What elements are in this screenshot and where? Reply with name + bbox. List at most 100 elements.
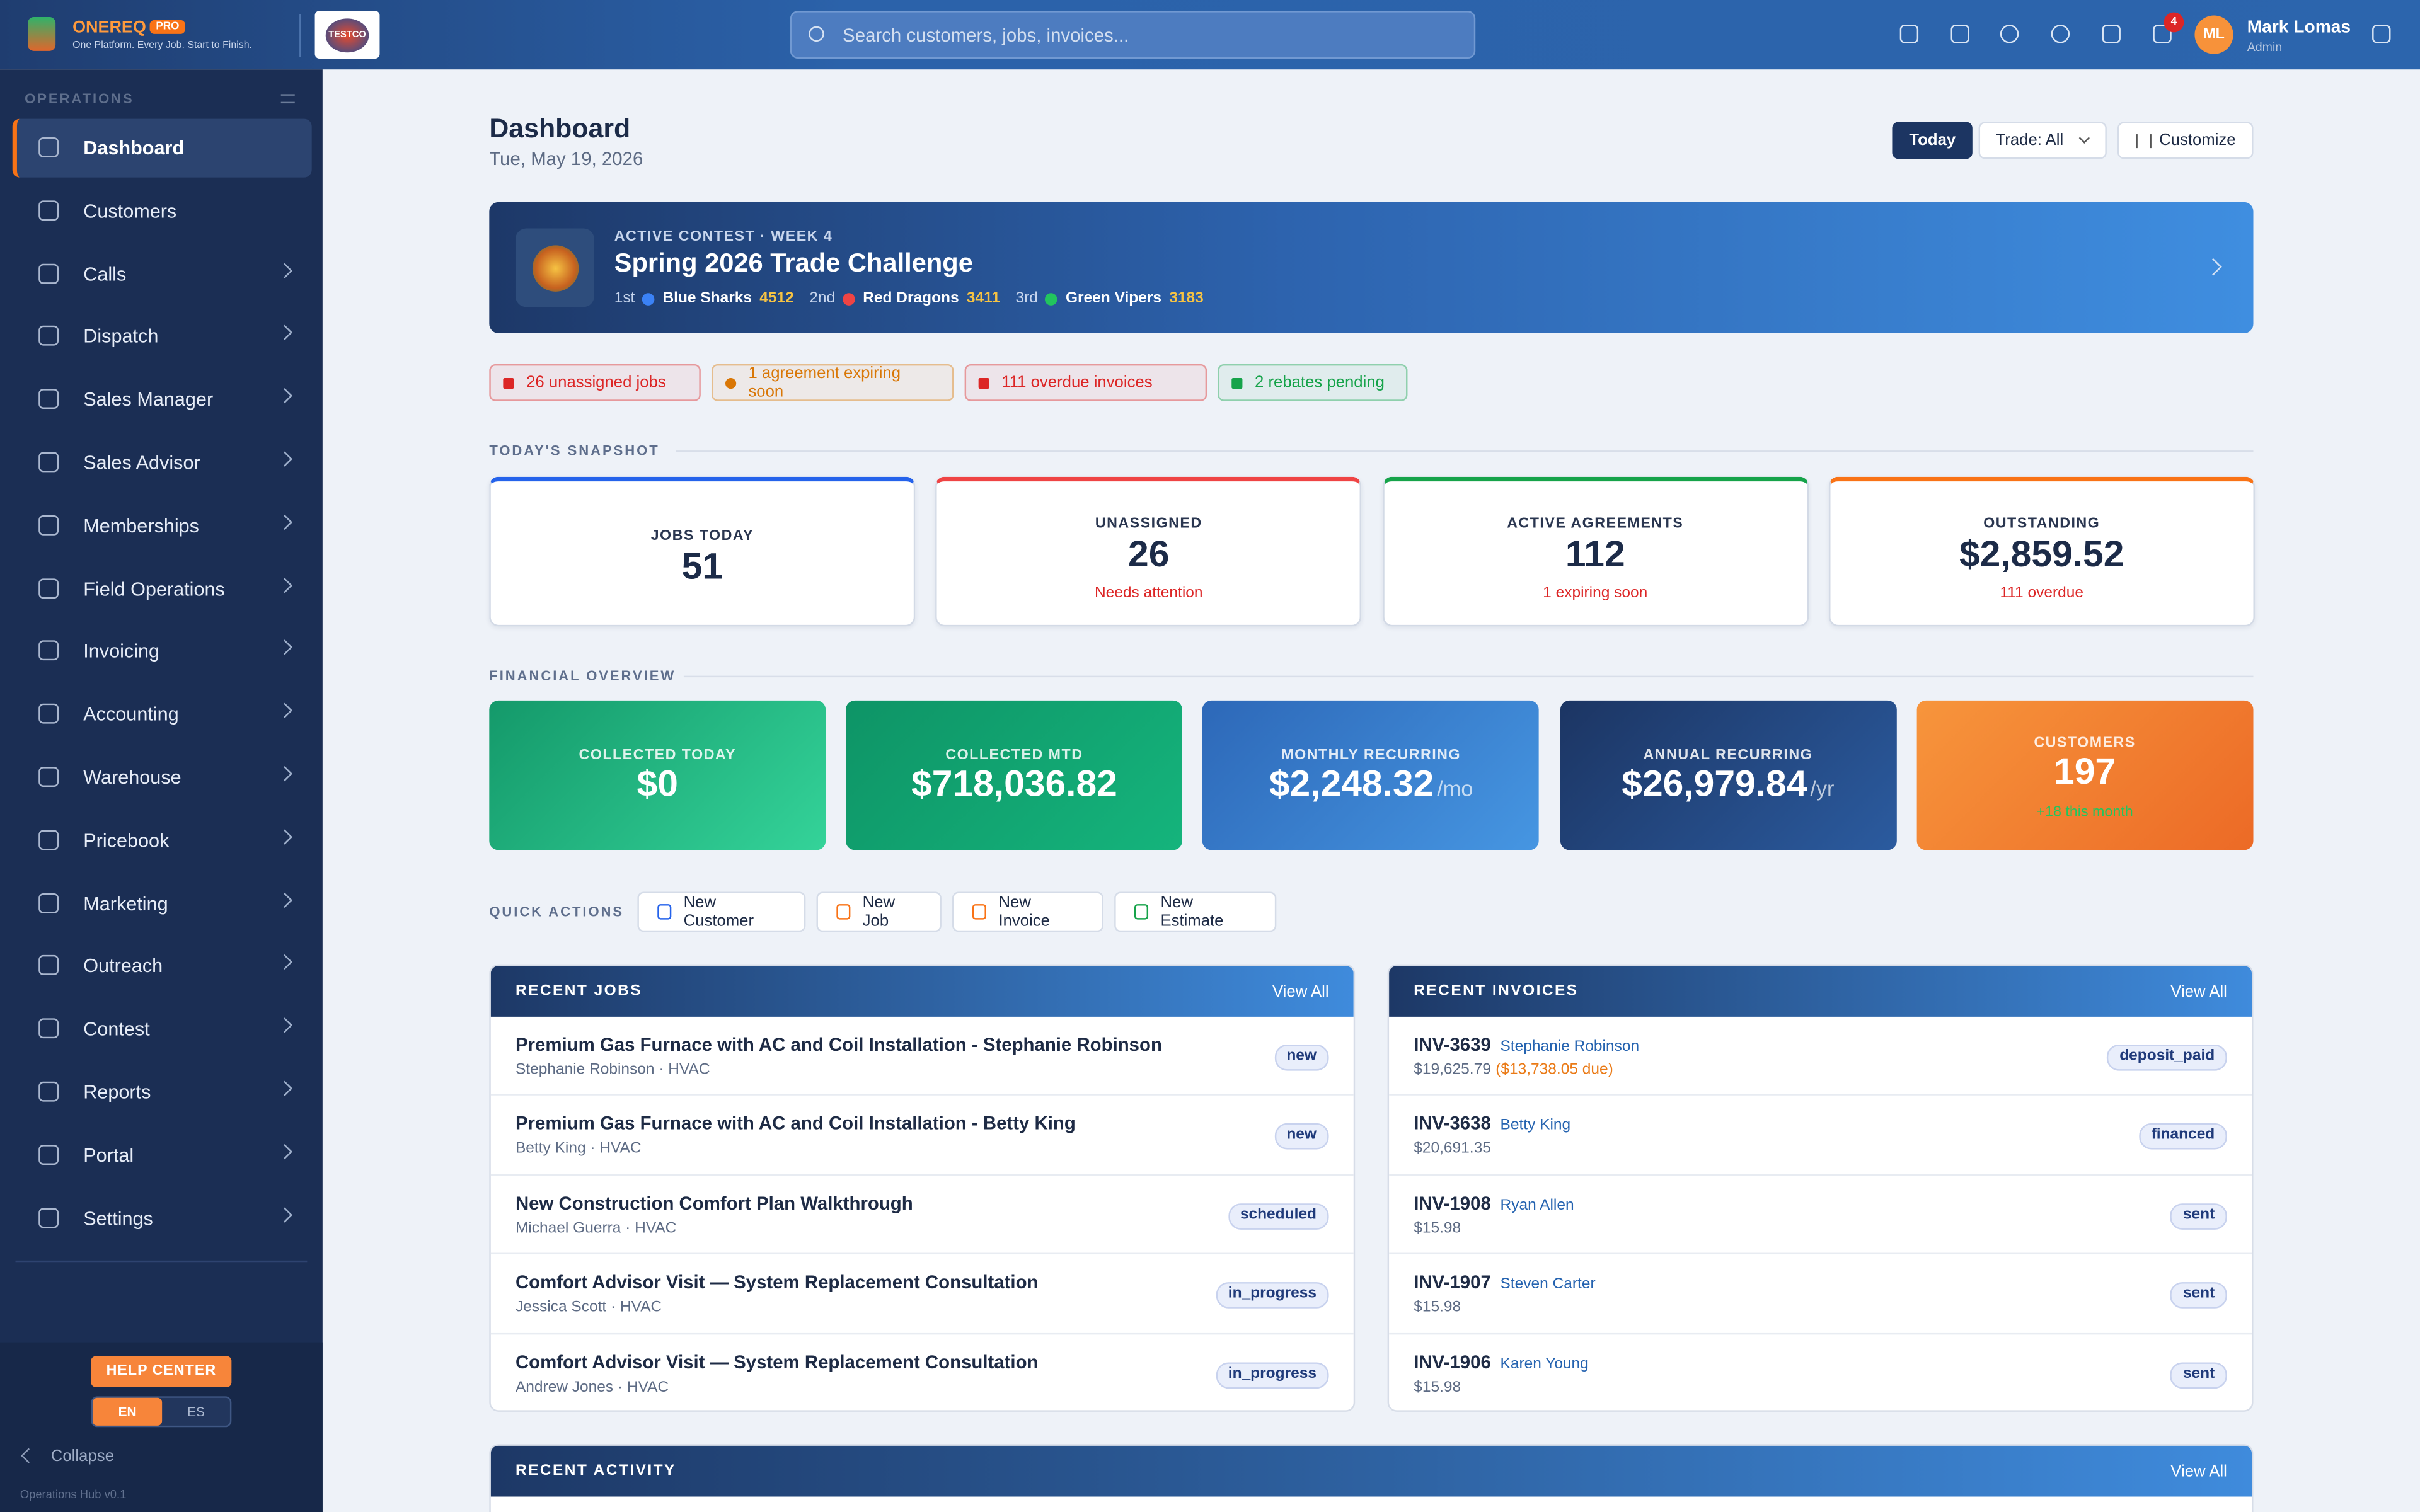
nav-item[interactable]: Contest — [13, 1000, 312, 1058]
invoice-line: $20,691.35 — [1414, 1141, 1495, 1158]
button-icon — [657, 904, 672, 920]
section-toggle[interactable] — [280, 94, 295, 104]
lang-option[interactable]: EN — [92, 1397, 163, 1426]
contest-banner[interactable]: ACTIVE CONTEST · WEEK 4 Spring 2026 Trad… — [489, 202, 2254, 333]
logo-text: TESTCO — [325, 18, 369, 52]
alert-pill[interactable]: 111 overdue invoices — [964, 364, 1207, 401]
view-all-link[interactable]: View All — [1272, 982, 1329, 1001]
card-value-line: 197 — [1916, 752, 2253, 795]
header-icon[interactable] — [1899, 25, 1919, 43]
collapse-link[interactable]: Collapse — [50, 1447, 114, 1466]
job-row[interactable]: New Construction Comfort Plan Walkthroug… — [490, 1176, 1354, 1255]
job-row[interactable]: Premium Gas Furnace with AC and Coil Ins… — [490, 1096, 1354, 1176]
nav-item[interactable]: Marketing — [13, 874, 312, 933]
nav-item[interactable]: Field Operations — [13, 559, 312, 618]
card-value: 51 — [681, 546, 723, 588]
chevron — [277, 577, 292, 593]
invoice-line: INV-3638 Betty King — [1414, 1113, 1570, 1135]
trade-filter[interactable]: Trade: All — [1978, 122, 2107, 159]
brand-name: ONEREQ — [72, 18, 146, 37]
quick-action-button[interactable]: New Invoice — [952, 891, 1104, 932]
customize-button[interactable]: Customize — [2118, 122, 2253, 159]
help-button[interactable]: HELP CENTER — [91, 1356, 232, 1387]
header-icon[interactable] — [2372, 25, 2391, 43]
nav-icon — [38, 892, 59, 913]
nav-icon — [38, 578, 59, 598]
alert-pill[interactable]: 26 unassigned jobs — [489, 364, 701, 401]
invoice-row[interactable]: INV-3639 Stephanie Robinson $19,625.79 ($13… — [1389, 1017, 2252, 1096]
quick-action-button[interactable]: New Estimate — [1114, 891, 1277, 932]
snapshot-card: OUTSTANDING $2,859.52 111 overdue — [1828, 476, 2255, 627]
nav-item[interactable]: Memberships — [13, 496, 312, 555]
nav-item[interactable]: Invoicing — [13, 622, 312, 681]
card-label: CUSTOMERS — [2034, 734, 2136, 752]
job-row[interactable]: Premium Gas Furnace with AC and Coil Ins… — [490, 1017, 1354, 1096]
invoice-row[interactable]: INV-1907 Steven Carter $15.98 sent — [1389, 1254, 2252, 1334]
job-row[interactable]: Comfort Advisor Visit — System Replaceme… — [490, 1254, 1354, 1334]
nav-item[interactable]: Reports — [13, 1063, 312, 1121]
status-badge: deposit_paid — [2107, 1044, 2227, 1071]
header-icon[interactable] — [1950, 25, 1969, 43]
card-note: +18 this month — [2036, 803, 2133, 821]
nav-item[interactable]: Accounting — [13, 685, 312, 744]
quick-action-button[interactable]: New Job — [816, 891, 942, 932]
nav-item[interactable]: Settings — [13, 1189, 312, 1247]
nav-icon — [38, 326, 59, 346]
job-row[interactable]: Comfort Advisor Visit — System Replaceme… — [491, 1334, 1354, 1410]
nav-item[interactable]: Sales Manager — [13, 370, 312, 429]
status-badge: financed — [2138, 1123, 2227, 1150]
search-box[interactable]: Search customers, jobs, invoices... — [790, 11, 1476, 59]
nav-item[interactable]: Dispatch — [13, 307, 312, 366]
nav-item[interactable]: Pricebook — [13, 811, 312, 870]
button-label: New Job — [862, 893, 896, 931]
invoice-customer[interactable]: Betty King — [1500, 1118, 1571, 1135]
page-title: Dashboard — [489, 112, 631, 144]
today-button[interactable]: Today — [1892, 122, 1973, 159]
view-all-link[interactable]: View All — [2170, 1462, 2227, 1480]
collapse-icon — [21, 1448, 37, 1463]
team-score: 3183 — [1169, 290, 1204, 307]
quick-action-button[interactable]: New Customer — [637, 891, 806, 932]
header-icon[interactable] — [2051, 25, 2070, 43]
card-value: 26 — [1128, 534, 1170, 576]
lang-option[interactable]: ES — [187, 1404, 205, 1420]
card-unit: /mo — [1437, 776, 1473, 801]
nav-item[interactable]: Outreach — [13, 937, 312, 995]
job-meta: Stephanie Robinson · HVAC — [515, 1061, 710, 1079]
alert-pill[interactable]: 2 rebates pending — [1218, 364, 1408, 401]
invoice-row[interactable]: INV-1908 Ryan Allen $15.98 sent — [1389, 1176, 2252, 1255]
chevron — [277, 640, 292, 656]
nav-icon — [38, 1081, 59, 1102]
invoice-customer[interactable]: Karen Young — [1500, 1355, 1589, 1373]
card-label: ACTIVE AGREEMENTS — [1507, 515, 1684, 532]
brand-tagline: One Platform. Every Job. Start to Finish… — [72, 40, 252, 51]
invoice-row[interactable]: INV-1906 Karen Young $15.98 sent — [1389, 1334, 2252, 1410]
invoice-customer[interactable]: Stephanie Robinson — [1500, 1038, 1640, 1056]
team-name: Green Vipers — [1065, 290, 1162, 307]
card-value: 112 — [1565, 534, 1625, 576]
nav-item[interactable]: Portal — [13, 1126, 312, 1184]
nav-label: Portal — [83, 1144, 134, 1166]
nav-item[interactable]: Customers — [13, 181, 312, 240]
nav-label: Memberships — [83, 515, 199, 537]
avatar[interactable]: ML — [2194, 15, 2233, 54]
nav-item[interactable]: Sales Advisor — [13, 433, 312, 492]
nav-label: Dashboard — [83, 137, 185, 159]
nav-item[interactable]: Calls — [13, 244, 312, 303]
nav-label: Sales Advisor — [83, 452, 200, 474]
nav-item[interactable]: Warehouse — [13, 748, 312, 807]
invoice-customer[interactable]: Steven Carter — [1500, 1276, 1596, 1293]
view-all-link[interactable]: View All — [2170, 982, 2227, 1001]
alert-pill[interactable]: 1 agreement expiring soon — [711, 364, 954, 401]
invoice-row[interactable]: INV-3638 Betty King $20,691.35 financed — [1389, 1096, 2252, 1176]
header-icon[interactable] — [2000, 25, 2019, 43]
status-badge: sent — [2170, 1203, 2227, 1230]
invoice-number: INV-1906 — [1414, 1351, 1491, 1373]
invoice-customer[interactable]: Ryan Allen — [1500, 1196, 1574, 1214]
alert-text: 26 unassigned jobs — [526, 373, 666, 392]
customize-label: Customize — [2159, 131, 2236, 150]
header-icon[interactable] — [2102, 25, 2121, 43]
invoice-amount: $15.98 — [1414, 1299, 1461, 1317]
header-icon[interactable] — [2153, 25, 2172, 43]
nav-item[interactable]: Dashboard — [12, 118, 312, 178]
